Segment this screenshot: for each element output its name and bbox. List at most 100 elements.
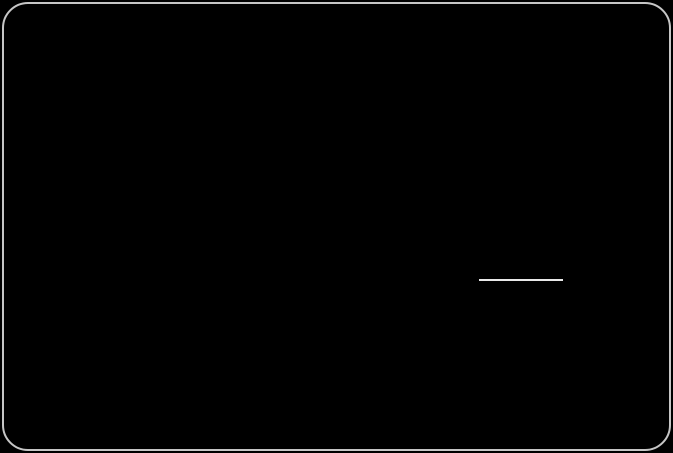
ask-price-placeholder[interactable]	[485, 158, 513, 167]
amount-input[interactable]	[487, 341, 650, 365]
nav-item-placeholder[interactable]	[165, 28, 191, 35]
vertical-divider	[478, 86, 479, 446]
ask-amount-placeholder[interactable]	[610, 185, 635, 194]
slider-stop[interactable]	[525, 404, 534, 412]
candle-body	[174, 247, 179, 254]
ask-price-placeholder[interactable]	[485, 185, 513, 194]
candle-body	[326, 164, 331, 178]
candle-body	[145, 221, 150, 232]
market-type-selector[interactable]: Spot Trading ⌄	[20, 57, 91, 77]
candle-body	[254, 168, 259, 191]
toolbar-icon-group	[394, 89, 406, 107]
volume-bar	[65, 354, 70, 368]
interval-button-placeholder[interactable]	[126, 93, 142, 101]
interval-button-placeholder[interactable]	[146, 93, 163, 101]
toolbar-icon-group	[337, 89, 349, 107]
ask-amount-placeholder[interactable]	[610, 145, 635, 154]
bid-price-placeholder[interactable]	[485, 224, 513, 232]
depth-asks-fill	[425, 114, 474, 194]
nav-item-placeholder[interactable]	[208, 28, 233, 35]
volume-bar	[29, 359, 34, 368]
bottom-tab-history[interactable]	[66, 390, 102, 397]
interval-button-placeholder[interactable]	[105, 93, 122, 101]
volume-bar	[348, 355, 353, 368]
market-type-label: Spot Trading	[26, 62, 75, 72]
volume-bar	[384, 354, 389, 368]
search-bar-placeholder[interactable]	[70, 25, 154, 38]
ask-amount-placeholder[interactable]	[610, 199, 635, 207]
bid-amount-placeholder[interactable]	[610, 264, 635, 273]
nav-item-placeholder[interactable]	[334, 28, 362, 35]
candle-body	[159, 227, 165, 239]
ask-amount-placeholder[interactable]	[610, 158, 635, 167]
candle-body	[167, 238, 172, 248]
ask-price-placeholder[interactable]	[485, 132, 513, 140]
slider-stop[interactable]	[566, 404, 574, 412]
interval-button-placeholder[interactable]	[209, 93, 226, 101]
tab-buy[interactable]: Buy	[513, 287, 531, 297]
camera-icon[interactable]	[375, 89, 387, 107]
bid-price-placeholder[interactable]	[485, 250, 513, 259]
slider-handle[interactable]	[484, 403, 497, 416]
candle-body	[123, 177, 128, 193]
candlestick-chart[interactable]	[18, 108, 478, 382]
candle-body	[188, 229, 194, 243]
volume-bar	[188, 352, 194, 368]
ask-price-placeholder[interactable]	[485, 145, 513, 154]
interval-button-placeholder[interactable]	[22, 93, 38, 101]
book-combined-icon[interactable]	[485, 90, 498, 108]
chevron-down-icon[interactable]	[310, 89, 322, 107]
last-price-badge[interactable]	[484, 206, 531, 219]
volume-bar	[413, 352, 418, 368]
bottom-action-placeholder[interactable]	[431, 390, 465, 397]
candle-body	[181, 242, 186, 254]
volume-bar	[145, 356, 150, 368]
price-input[interactable]	[487, 312, 650, 336]
tab-sell[interactable]: Sell	[602, 287, 618, 297]
app-content: OKX Spot Trading ⌄ ⌄ Buy Sell	[5, 5, 668, 448]
candle-body	[232, 186, 237, 217]
volume-bar	[217, 356, 223, 368]
volume-bar	[290, 357, 295, 368]
book-header-price-placeholder	[484, 118, 524, 126]
bottom-action-placeholder[interactable]	[388, 390, 421, 397]
slider-stop[interactable]	[647, 404, 655, 412]
bid-price-placeholder[interactable]	[485, 237, 513, 246]
total-input[interactable]	[487, 369, 650, 393]
settings-icon[interactable]	[394, 89, 406, 107]
interval-button-placeholder[interactable]	[188, 93, 205, 101]
volume-bar	[123, 351, 128, 368]
interval-button-placeholder[interactable]	[63, 93, 80, 101]
chevron-down-icon[interactable]	[250, 89, 262, 107]
ask-amount-placeholder[interactable]	[610, 132, 635, 140]
nav-item-placeholder[interactable]	[291, 28, 317, 35]
line-tool-icon[interactable]	[337, 89, 349, 107]
candle-body	[72, 264, 78, 278]
chevron-down-icon[interactable]	[269, 89, 281, 107]
interval-button-placeholder[interactable]	[167, 93, 184, 101]
stat-label-placeholder	[443, 59, 467, 64]
ask-amount-placeholder[interactable]	[610, 172, 635, 181]
pair-name-placeholder	[222, 60, 275, 73]
interval-button-placeholder[interactable]	[84, 93, 101, 101]
bid-price-placeholder[interactable]	[485, 264, 513, 273]
nav-item-placeholder[interactable]	[250, 28, 274, 35]
buy-submit-button[interactable]	[486, 427, 644, 443]
candle-body	[283, 216, 288, 221]
candle-style-icon[interactable]	[236, 89, 248, 107]
book-divider	[478, 108, 657, 109]
bid-amount-placeholder[interactable]	[610, 237, 635, 246]
pair-selector-dropdown[interactable]: ⌄	[95, 57, 186, 75]
indicator-icon[interactable]	[296, 89, 308, 107]
book-bids-icon[interactable]	[504, 90, 517, 108]
bid-amount-placeholder[interactable]	[610, 250, 635, 259]
fullscreen-icon[interactable]	[413, 89, 425, 107]
ask-price-placeholder[interactable]	[485, 172, 513, 181]
bottom-tab-orders[interactable]	[21, 390, 54, 397]
okx-logo[interactable]: OKX	[22, 24, 56, 40]
interval-button-placeholder[interactable]	[42, 93, 59, 101]
book-asks-icon[interactable]	[523, 90, 536, 108]
compare-icon[interactable]	[356, 89, 368, 107]
candle-body	[290, 216, 295, 224]
slider-stop[interactable]	[606, 404, 615, 412]
